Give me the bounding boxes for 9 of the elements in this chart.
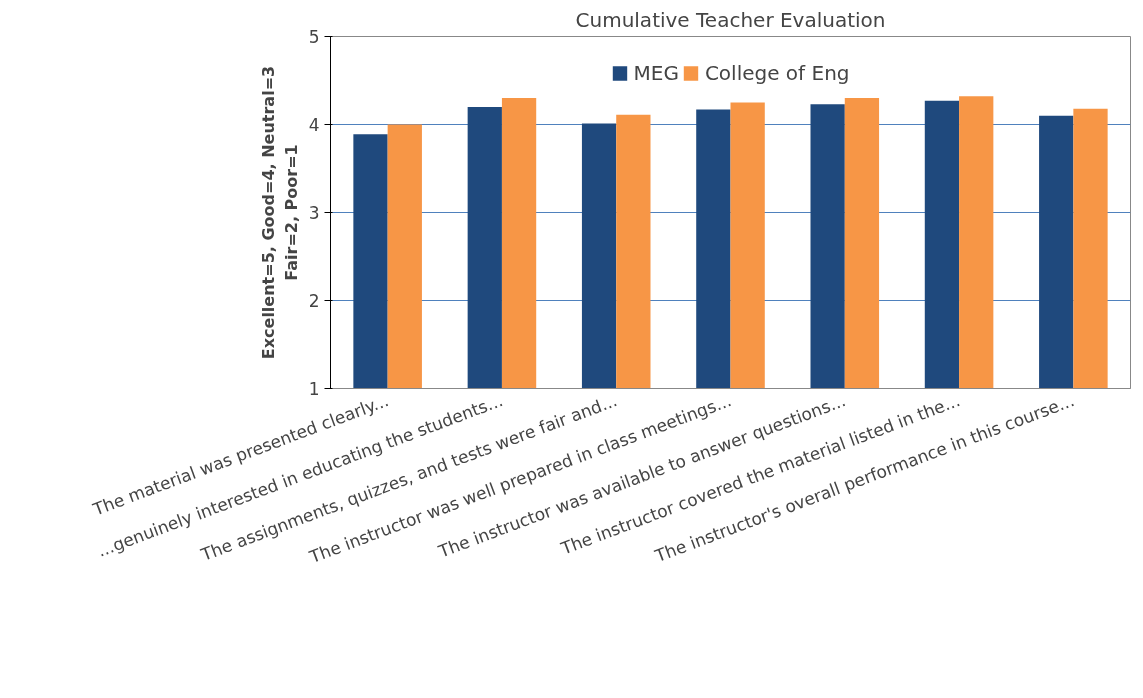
- legend-label: MEG: [633, 61, 679, 85]
- y-tick-label: 2: [308, 291, 320, 311]
- chart-title: Cumulative Teacher Evaluation: [575, 7, 886, 32]
- y-tick-label: 5: [308, 27, 320, 47]
- y-axis-title: Excellent=5, Good=4, Neutral=3 Fair=2, Poor=1: [258, 65, 301, 360]
- y-tick-label: 4: [308, 115, 320, 135]
- y-tick-label: 1: [308, 379, 320, 399]
- legend-label: College of Eng: [704, 61, 850, 85]
- y-tick-label: 3: [308, 203, 320, 223]
